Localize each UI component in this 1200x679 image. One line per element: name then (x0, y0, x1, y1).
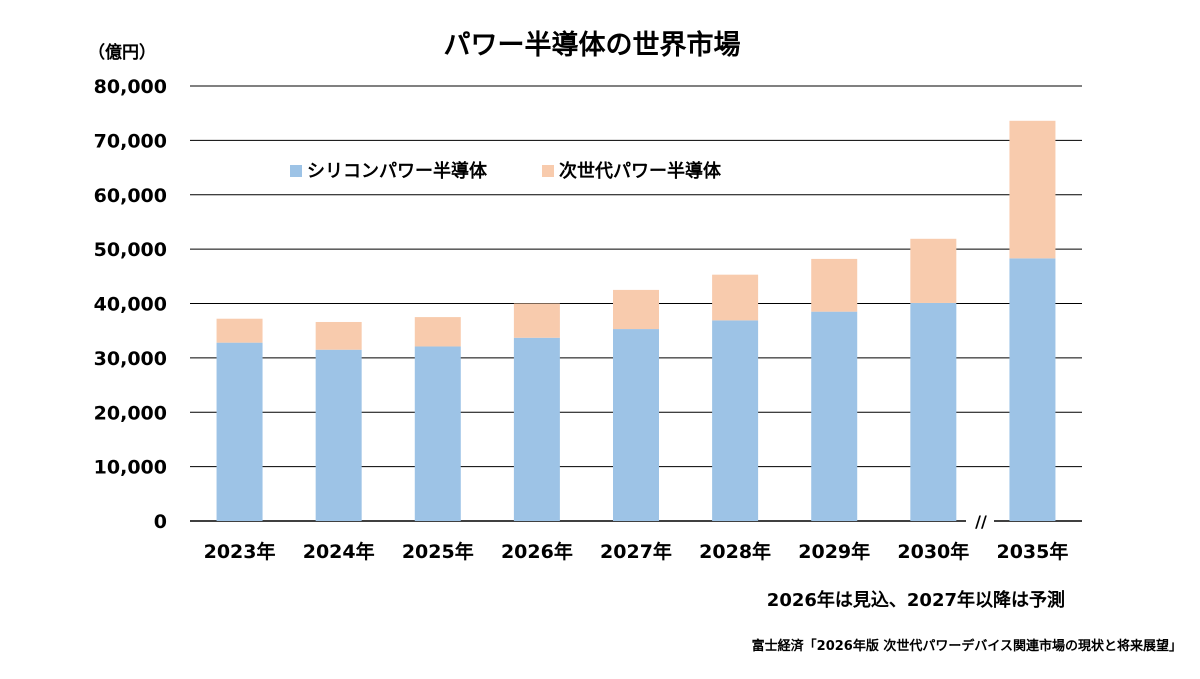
legend: シリコンパワー半導体 次世代パワー半導体 (290, 160, 722, 182)
y-tick-label: 0 (154, 511, 167, 533)
bar-next-gen (613, 289, 659, 330)
bar-silicon (216, 342, 263, 521)
bar-next-gen (1009, 120, 1056, 259)
y-axis-ticks: 0 10,000 20,000 30,000 40,000 50,000 60,000 70,… (94, 76, 167, 533)
x-tick-label: 2025年 (402, 540, 474, 563)
bar-next-gen (712, 274, 759, 321)
bar-silicon (315, 349, 362, 521)
axis-break-mark: // (975, 512, 987, 531)
y-tick-label: 80,000 (94, 76, 167, 98)
y-tick-label: 50,000 (94, 239, 167, 261)
legend-label-silicon: シリコンパワー半導体 (307, 160, 488, 182)
x-tick-label: 2030年 (897, 540, 969, 563)
y-tick-label: 20,000 (94, 402, 167, 424)
axis-break: // (966, 512, 994, 531)
y-tick-label: 40,000 (94, 294, 167, 316)
y-axis-unit: （億円） (88, 42, 156, 63)
x-axis-ticks: 2023年 2024年 2025年 2026年 2027年 2028年 2029年 2030年… (204, 540, 1069, 563)
y-tick-label: 60,000 (94, 185, 167, 207)
y-tick-label: 70,000 (94, 130, 167, 152)
bar-next-gen (315, 321, 362, 350)
y-tick-label: 30,000 (94, 348, 167, 370)
bar-next-gen (910, 238, 957, 303)
x-tick-label: 2024年 (303, 540, 375, 563)
bar-layer (216, 120, 1056, 521)
legend-label-next-gen: 次世代パワー半導体 (559, 160, 722, 182)
chart-title: パワー半導体の世界市場 (444, 29, 741, 61)
source-citation: 富士経済「2026年版 次世代パワーデバイス関連市場の現状と将来展望」 (752, 638, 1182, 654)
bar-silicon (712, 320, 759, 521)
x-tick-label: 2028年 (699, 540, 771, 563)
forecast-note: 2026年は見込、2027年以降は予測 (767, 589, 1065, 611)
bar-next-gen (513, 303, 560, 338)
legend-swatch-next-gen (542, 165, 554, 177)
bar-silicon (613, 329, 659, 521)
bar-silicon (513, 337, 560, 521)
legend-swatch-silicon (290, 165, 302, 177)
x-tick-label: 2026年 (501, 540, 573, 563)
x-tick-label: 2035年 (996, 540, 1068, 563)
bar-next-gen (414, 317, 461, 347)
x-tick-label: 2023年 (204, 540, 276, 563)
x-tick-label: 2027年 (600, 540, 672, 563)
axis-break-gap (966, 514, 994, 528)
y-tick-label: 10,000 (94, 457, 167, 479)
bar-next-gen (216, 318, 263, 343)
bar-next-gen (811, 258, 858, 312)
bar-silicon (910, 302, 957, 521)
bar-silicon (1009, 258, 1056, 521)
bar-silicon (811, 311, 858, 521)
bar-silicon (414, 346, 461, 521)
x-tick-label: 2029年 (798, 540, 870, 563)
